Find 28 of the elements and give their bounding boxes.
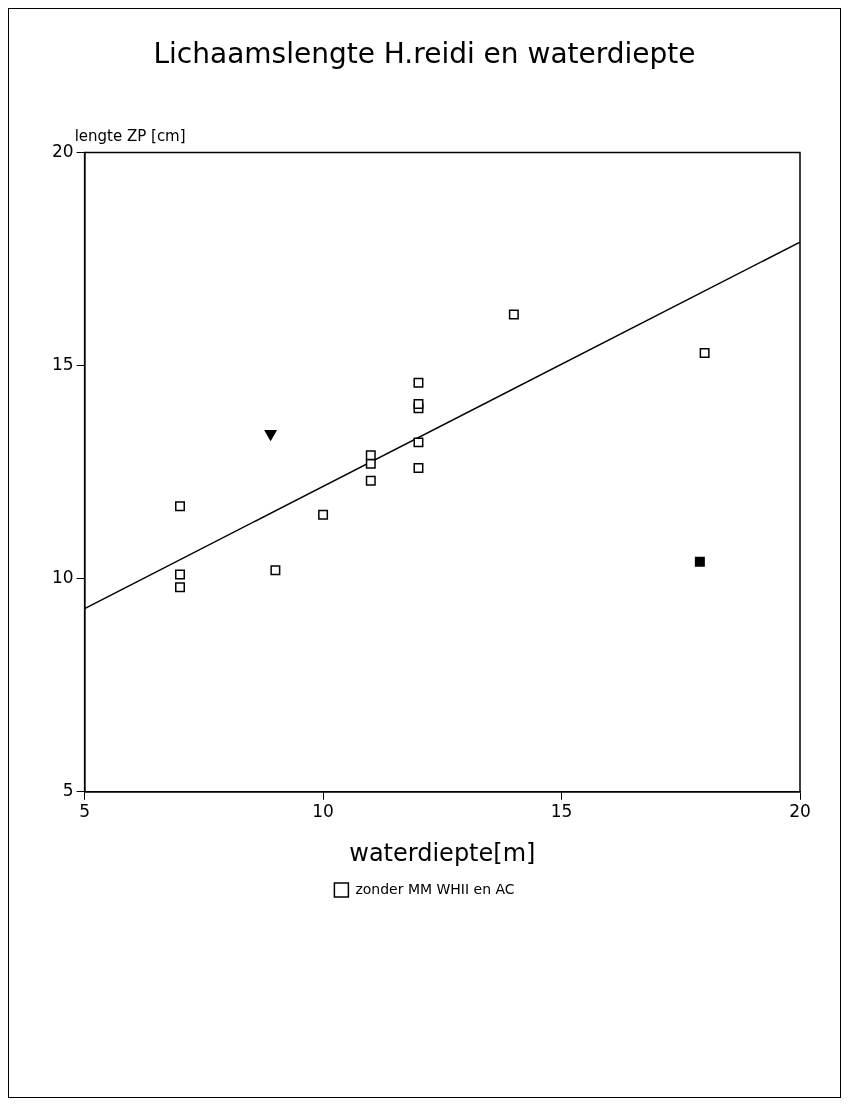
point <box>508 309 519 320</box>
y-tick-label: 10 <box>51 567 74 588</box>
point <box>365 475 376 486</box>
x-axis-title: waterdiepte[m] <box>349 838 536 867</box>
y-tick-label: 15 <box>51 354 74 375</box>
y-axis-title: lengte ZP [cm] <box>74 126 186 145</box>
chart-title: Lichaamslengte H.reidi en waterdiepte <box>153 37 696 71</box>
point <box>264 430 277 441</box>
legend-label: zonder MM WHII en AC <box>355 880 515 897</box>
point <box>175 582 186 593</box>
point <box>270 565 281 576</box>
x-tick-label: 5 <box>79 801 91 822</box>
y-tick-label: 20 <box>51 141 74 162</box>
point <box>413 462 424 473</box>
point <box>175 569 186 580</box>
point <box>694 556 705 567</box>
x-tick-label: 15 <box>550 801 573 822</box>
point <box>175 501 186 512</box>
x-tick-label: 10 <box>312 801 334 822</box>
point <box>413 377 424 388</box>
y-tick-label: 5 <box>62 780 74 801</box>
point <box>413 437 424 448</box>
point <box>365 458 376 469</box>
x-tick-label: 20 <box>789 801 811 822</box>
point <box>318 509 329 520</box>
point <box>365 450 376 461</box>
point <box>413 399 424 410</box>
point <box>699 347 710 358</box>
